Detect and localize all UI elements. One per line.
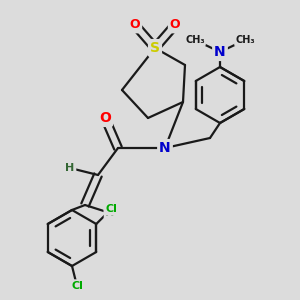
Text: N: N bbox=[214, 45, 226, 59]
Text: O: O bbox=[130, 19, 140, 32]
Text: O: O bbox=[99, 111, 111, 125]
Text: CH₃: CH₃ bbox=[235, 35, 255, 45]
Text: S: S bbox=[150, 41, 160, 55]
Text: N: N bbox=[159, 141, 171, 155]
Text: Cl: Cl bbox=[71, 281, 83, 291]
Text: CH₃: CH₃ bbox=[185, 35, 205, 45]
Text: Cl: Cl bbox=[105, 204, 117, 214]
Text: H: H bbox=[105, 208, 115, 218]
Text: H: H bbox=[65, 163, 75, 173]
Text: O: O bbox=[170, 19, 180, 32]
